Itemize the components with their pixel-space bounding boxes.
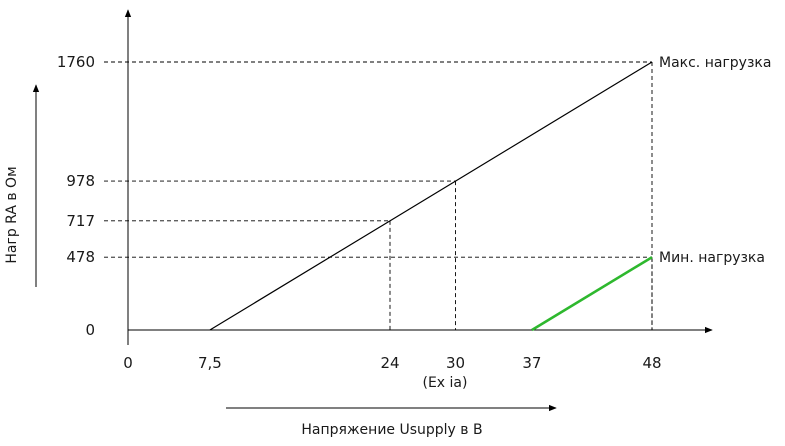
x-axis-label: Напряжение Usupply в В [301, 422, 482, 438]
axes [32, 9, 713, 412]
y-tick-label: 0 [85, 321, 95, 339]
y-tick-label: 1760 [57, 53, 95, 71]
x-tick-note: (Ex ia) [423, 375, 468, 391]
x-tick-label: 0 [123, 354, 133, 372]
x-tick-label: 37 [522, 354, 541, 372]
series-label-2: Мин. нагрузка [659, 250, 765, 266]
y-tick-label: 717 [66, 212, 95, 230]
chart-labels: Напряжение Usupply в В Нагр RA в Ом (Ex … [4, 166, 483, 438]
series-lines: Макс. нагрузка Мин. нагрузка [209, 55, 771, 332]
series-label-1: Макс. нагрузка [659, 55, 771, 71]
y-tick-label: 478 [66, 248, 95, 266]
tick-labels: 0 7,5 24 30 37 48 0 478 717 978 1760 [57, 53, 662, 372]
reference-guides [104, 61, 653, 330]
x-tick-label: 48 [642, 354, 661, 372]
x-tick-label: 7,5 [198, 354, 222, 372]
series-line-2 [531, 256, 653, 332]
y-axis-label: Нагр RA в Ом [4, 166, 20, 263]
x-tick-label: 30 [446, 354, 465, 372]
x-tick-label: 24 [380, 354, 399, 372]
series-line-1 [209, 61, 653, 331]
y-tick-label: 978 [66, 172, 95, 190]
